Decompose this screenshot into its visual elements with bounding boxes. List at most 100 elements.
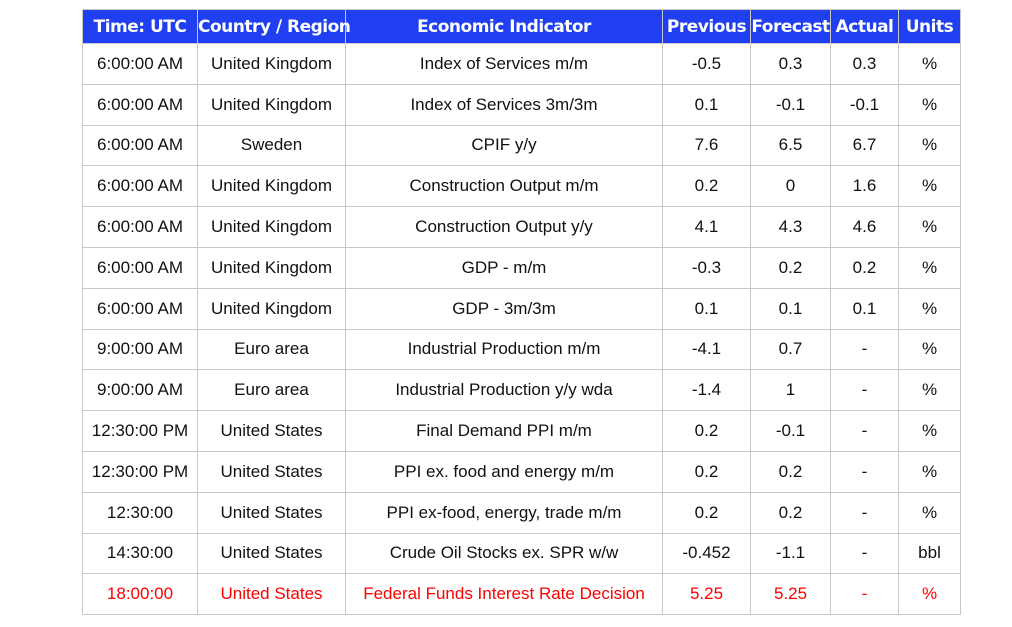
table-cell: -1.4 — [662, 369, 751, 412]
table-cell: % — [898, 246, 961, 289]
table-cell: 0.3 — [750, 43, 831, 85]
table-cell: -0.452 — [662, 532, 751, 575]
table-cell: United Kingdom — [197, 287, 346, 330]
table-cell: 0.1 — [662, 287, 751, 330]
table-cell: -1.1 — [750, 532, 831, 575]
table-cell: Federal Funds Interest Rate Decision — [345, 573, 663, 616]
table-cell: Sweden — [197, 124, 346, 167]
table-cell: 6:00:00 AM — [82, 124, 198, 167]
table-cell: 12:30:00 PM — [82, 410, 198, 452]
table-cell: -0.1 — [750, 410, 831, 452]
table-cell: United States — [197, 450, 346, 493]
table-cell: 5.25 — [750, 573, 831, 616]
table-row: 9:00:00 AM Euro area Industrial Production… — [82, 369, 961, 412]
table-cell: PPI ex. food and energy m/m — [345, 450, 663, 493]
table-cell: 6:00:00 AM — [82, 83, 198, 126]
table-body: 6:00:00 AM United Kingdom Index of Service… — [82, 43, 961, 616]
table-cell: 4.1 — [662, 206, 751, 248]
table-cell: % — [898, 573, 961, 616]
table-cell: - — [830, 369, 899, 412]
table-cell: 14:30:00 — [82, 532, 198, 575]
table-cell: 18:00:00 — [82, 573, 198, 616]
header-cell: Units — [898, 9, 961, 44]
table-cell: -0.1 — [750, 83, 831, 126]
table-row: 14:30:00 United States Crude Oil Stocks ex… — [82, 532, 961, 575]
table-row: 6:00:00 AM United Kingdom Construction Out… — [82, 206, 961, 248]
header-cell: Time: UTC — [82, 9, 198, 44]
table-cell: Industrial Production m/m — [345, 328, 663, 371]
table-row: 12:30:00 PM United States PPI ex. food and… — [82, 450, 961, 493]
table-cell: CPIF y/y — [345, 124, 663, 167]
table-cell: Final Demand PPI m/m — [345, 410, 663, 452]
table-cell: Industrial Production y/y wda — [345, 369, 663, 412]
table-cell: 0.2 — [750, 450, 831, 493]
table-cell: 12:30:00 — [82, 491, 198, 534]
table-cell: GDP - 3m/3m — [345, 287, 663, 330]
table-cell: -0.5 — [662, 43, 751, 85]
table-cell: United States — [197, 532, 346, 575]
header-cell: Previous — [662, 9, 751, 44]
table-cell: Index of Services 3m/3m — [345, 83, 663, 126]
table-row: 6:00:00 AM United Kingdom Index of Service… — [82, 43, 961, 85]
table-cell: 0.2 — [662, 165, 751, 208]
table-cell: 7.6 — [662, 124, 751, 167]
table-cell: % — [898, 206, 961, 248]
header-cell: Country / Region — [197, 9, 351, 44]
table-cell: % — [898, 491, 961, 534]
header-row: Time: UTC Country / Region Economic Indica… — [82, 9, 961, 44]
table-header: Time: UTC Country / Region Economic Indica… — [82, 9, 961, 44]
table-cell: - — [830, 450, 899, 493]
table-cell: 4.6 — [830, 206, 899, 248]
table-cell: 6:00:00 AM — [82, 206, 198, 248]
table-cell: 12:30:00 PM — [82, 450, 198, 493]
table-row: 12:30:00 PM United States Final Demand PPI… — [82, 410, 961, 452]
table-cell: 6:00:00 AM — [82, 165, 198, 208]
table-cell: % — [898, 83, 961, 126]
table-cell: % — [898, 369, 961, 412]
table-cell: % — [898, 450, 961, 493]
table-cell: Construction Output y/y — [345, 206, 663, 248]
table-row: 6:00:00 AM United Kingdom Construction Out… — [82, 165, 961, 208]
table-cell: Euro area — [197, 369, 346, 412]
table-cell: - — [830, 328, 899, 371]
economic-calendar-table: Time: UTC Country / Region Economic Indica… — [82, 9, 961, 616]
table-cell: 0.1 — [662, 83, 751, 126]
table-cell: 1 — [750, 369, 831, 412]
table-cell: 0.2 — [662, 450, 751, 493]
table-cell: % — [898, 124, 961, 167]
table-cell: 0.2 — [662, 410, 751, 452]
table-cell: % — [898, 410, 961, 452]
table-cell: 6:00:00 AM — [82, 246, 198, 289]
table-row: 6:00:00 AM United Kingdom GDP - m/m -0.3 0.2… — [82, 246, 961, 289]
table-cell: 0.7 — [750, 328, 831, 371]
table-cell: United Kingdom — [197, 246, 346, 289]
table-cell: 0 — [750, 165, 831, 208]
table-cell: GDP - m/m — [345, 246, 663, 289]
table-row: 9:00:00 AM Euro area Industrial Production… — [82, 328, 961, 371]
table-cell: United Kingdom — [197, 165, 346, 208]
table-cell: - — [830, 491, 899, 534]
table-cell: 0.1 — [750, 287, 831, 330]
table-cell: -0.3 — [662, 246, 751, 289]
table-cell: United Kingdom — [197, 83, 346, 126]
table-cell: PPI ex-food, energy, trade m/m — [345, 491, 663, 534]
table-cell: 0.3 — [830, 43, 899, 85]
table-cell: -0.1 — [830, 83, 899, 126]
table-cell: 4.3 — [750, 206, 831, 248]
table-cell: -4.1 — [662, 328, 751, 371]
header-cell: Economic Indicator — [345, 9, 663, 44]
header-cell: Forecast — [750, 9, 831, 44]
table-cell: 0.2 — [750, 246, 831, 289]
table-cell: % — [898, 328, 961, 371]
table-cell: United Kingdom — [197, 43, 346, 85]
table-cell: Index of Services m/m — [345, 43, 663, 85]
table-cell: 9:00:00 AM — [82, 369, 198, 412]
table-cell: 0.2 — [750, 491, 831, 534]
header-cell: Actual — [830, 9, 899, 44]
table-cell: 6:00:00 AM — [82, 43, 198, 85]
table-cell: 0.2 — [662, 491, 751, 534]
table-cell: % — [898, 43, 961, 85]
table-row: 6:00:00 AM United Kingdom Index of Service… — [82, 83, 961, 126]
table-cell: United States — [197, 573, 346, 616]
